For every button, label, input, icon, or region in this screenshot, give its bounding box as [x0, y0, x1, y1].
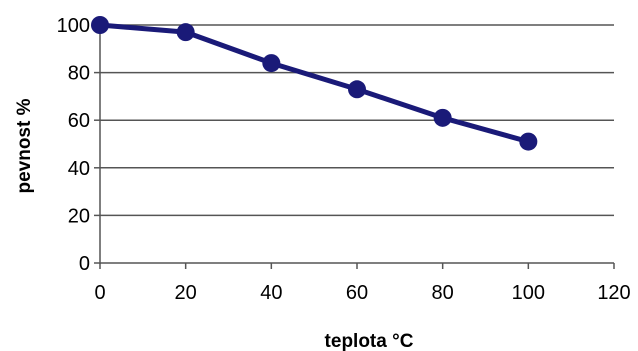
data-point-80 — [433, 108, 452, 127]
gridlines — [100, 24, 614, 217]
data-point-20 — [176, 23, 195, 42]
y-tick-label-40: 40 — [68, 158, 90, 180]
x-tick-label-100: 100 — [512, 282, 545, 304]
series-line-0 — [99, 22, 530, 145]
x-tick-label-120: 120 — [597, 282, 630, 304]
tick-labels: 0 20 40 60 80 100 0 20 40 60 80 100 120 — [57, 15, 631, 304]
axes — [94, 24, 615, 269]
series — [91, 16, 538, 151]
y-tick-label-20: 20 — [68, 205, 90, 227]
data-point-0 — [91, 16, 109, 34]
data-point-100 — [519, 132, 538, 151]
x-axis-title: teplota °C — [325, 331, 414, 351]
x-tick-label-40: 40 — [260, 282, 282, 304]
x-tick-label-0: 0 — [94, 282, 105, 304]
y-tick-label-0: 0 — [79, 253, 90, 275]
data-point-40 — [262, 54, 281, 73]
x-tick-label-80: 80 — [432, 282, 454, 304]
x-tick-label-60: 60 — [346, 282, 368, 304]
y-axis-title: pevnost % — [14, 98, 35, 193]
data-point-60 — [348, 80, 366, 99]
y-tick-label-100: 100 — [57, 15, 90, 37]
x-tick-label-20: 20 — [175, 282, 197, 304]
y-tick-label-60: 60 — [68, 110, 90, 132]
y-tick-label-80: 80 — [68, 63, 90, 85]
